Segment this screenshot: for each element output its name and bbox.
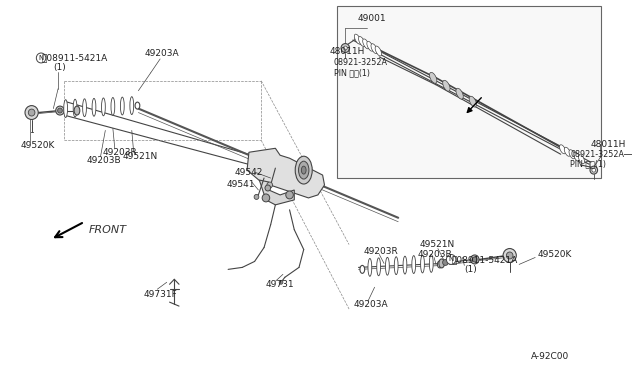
Text: FRONT: FRONT [88, 225, 126, 235]
Ellipse shape [355, 34, 361, 44]
Text: 49521N: 49521N [122, 152, 157, 161]
Circle shape [265, 185, 271, 191]
Ellipse shape [363, 39, 369, 49]
Ellipse shape [375, 46, 381, 56]
Ellipse shape [559, 145, 566, 154]
Ellipse shape [377, 258, 381, 276]
Circle shape [341, 44, 349, 52]
Text: 49731F: 49731F [143, 290, 177, 299]
Text: 49520K: 49520K [538, 250, 572, 259]
Ellipse shape [403, 256, 407, 274]
Text: ⓝ08911-5421A: ⓝ08911-5421A [451, 255, 517, 264]
Ellipse shape [429, 254, 433, 272]
Circle shape [28, 109, 35, 116]
Circle shape [56, 106, 64, 115]
Circle shape [590, 166, 598, 174]
Circle shape [503, 248, 516, 262]
Ellipse shape [83, 99, 86, 117]
Text: 08921-3252A―: 08921-3252A― [570, 150, 632, 159]
Ellipse shape [102, 98, 106, 116]
Ellipse shape [74, 106, 80, 115]
Circle shape [286, 191, 293, 199]
Ellipse shape [367, 41, 373, 51]
Polygon shape [247, 148, 324, 198]
Text: 49203R: 49203R [102, 148, 137, 157]
Ellipse shape [394, 257, 398, 275]
Text: 49203B: 49203B [417, 250, 452, 259]
Text: PIN ピン(1): PIN ピン(1) [334, 68, 370, 77]
Text: 48011H: 48011H [329, 46, 365, 55]
Ellipse shape [135, 102, 140, 109]
Ellipse shape [360, 265, 365, 273]
Ellipse shape [64, 100, 68, 118]
Circle shape [446, 254, 456, 264]
Ellipse shape [573, 152, 580, 161]
Ellipse shape [439, 259, 445, 268]
Ellipse shape [412, 256, 415, 273]
Text: ⓝ08911-5421A: ⓝ08911-5421A [41, 54, 108, 62]
Text: 49521N: 49521N [420, 240, 455, 249]
Ellipse shape [298, 161, 309, 179]
Text: PIN ピン(1): PIN ピン(1) [570, 160, 606, 169]
Text: (1): (1) [465, 265, 477, 274]
Ellipse shape [437, 261, 442, 268]
Circle shape [262, 194, 269, 202]
Circle shape [254, 195, 259, 199]
Text: 49541: 49541 [227, 180, 255, 189]
Ellipse shape [371, 44, 378, 54]
Text: 49203A: 49203A [354, 299, 388, 309]
Ellipse shape [456, 88, 463, 99]
Ellipse shape [564, 147, 570, 156]
Ellipse shape [368, 259, 372, 276]
Bar [337, 6, 602, 178]
Circle shape [592, 168, 596, 172]
Text: 48011H: 48011H [591, 140, 627, 149]
Text: 49203A: 49203A [145, 49, 180, 58]
Ellipse shape [130, 97, 134, 115]
Circle shape [344, 46, 347, 50]
Ellipse shape [120, 97, 124, 115]
Ellipse shape [295, 156, 312, 184]
Text: 49731: 49731 [266, 280, 294, 289]
Ellipse shape [301, 166, 306, 174]
Ellipse shape [469, 96, 477, 107]
Text: 49001: 49001 [358, 14, 386, 23]
Polygon shape [259, 180, 294, 205]
Ellipse shape [111, 97, 115, 115]
Circle shape [25, 106, 38, 119]
Circle shape [443, 259, 448, 265]
Circle shape [470, 255, 479, 264]
Text: N: N [38, 55, 44, 61]
Circle shape [36, 53, 46, 63]
Ellipse shape [420, 255, 424, 273]
Ellipse shape [92, 98, 96, 116]
Text: 08921-3252A: 08921-3252A [334, 58, 388, 67]
Ellipse shape [385, 257, 389, 275]
Text: 49203R: 49203R [364, 247, 398, 256]
Circle shape [58, 108, 62, 113]
Circle shape [267, 182, 273, 188]
Ellipse shape [73, 99, 77, 117]
Circle shape [472, 257, 477, 262]
Ellipse shape [443, 80, 450, 91]
Ellipse shape [579, 155, 584, 164]
Ellipse shape [569, 150, 575, 159]
Text: A-92C00: A-92C00 [531, 352, 569, 361]
Text: (1): (1) [53, 63, 66, 73]
Ellipse shape [429, 73, 437, 83]
Text: 49542: 49542 [235, 168, 263, 177]
Ellipse shape [358, 36, 365, 46]
Text: 49203B: 49203B [86, 156, 121, 165]
Text: 49520K: 49520K [20, 141, 54, 150]
Text: N: N [449, 256, 454, 263]
Circle shape [279, 280, 283, 284]
Circle shape [506, 252, 513, 259]
